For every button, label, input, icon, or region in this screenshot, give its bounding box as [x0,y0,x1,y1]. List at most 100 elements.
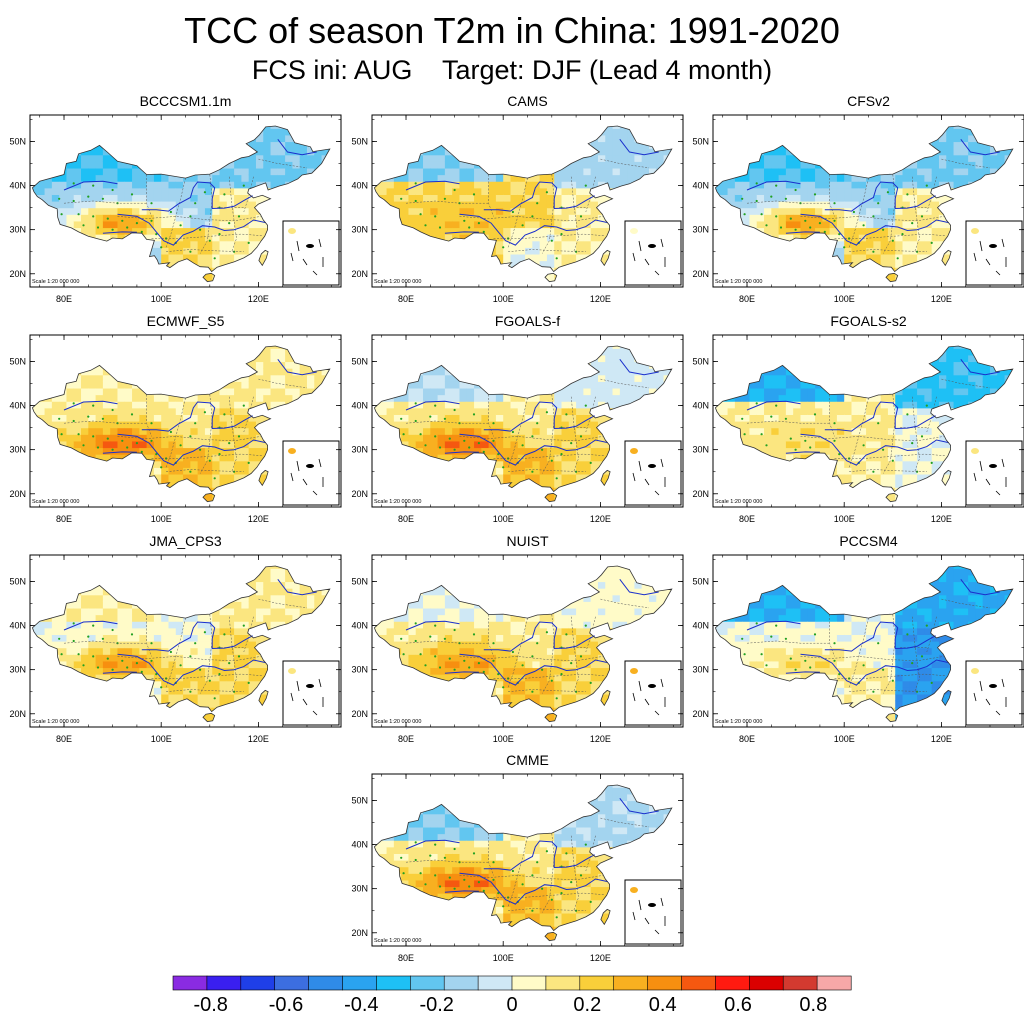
field-cell [430,374,439,382]
field-cell [408,434,417,442]
field-cell [931,141,940,149]
field-cell [561,273,570,281]
field-cell [393,148,402,156]
field-cell [292,207,301,215]
field-cell [197,126,206,129]
field-cell [183,207,191,215]
field-cell [459,227,468,235]
field-cell [1004,167,1013,176]
field-cell [734,187,743,195]
province-boundary [199,174,213,254]
field-cell [306,348,315,356]
field-cell [234,460,242,468]
field-cell [815,167,823,176]
field-cell [568,194,577,202]
field-cell [880,260,889,268]
field-cell [204,434,213,442]
significance-dot [882,228,885,231]
field-cell [785,227,794,235]
field-cell [546,181,555,189]
field-cell [510,227,519,235]
field-cell [510,187,519,195]
significance-dot [135,222,138,225]
field-cell [778,234,787,242]
field-cell [153,267,162,275]
field-cell [168,348,177,356]
field-cell [299,128,308,136]
field-cell [474,220,482,229]
field-cell [597,134,606,143]
field-cell [1019,161,1024,168]
field-cell [102,126,111,129]
field-cell [51,473,60,482]
field-cell [255,374,264,382]
field-cell [423,240,431,248]
field-cell [627,126,636,129]
field-cell [226,273,235,281]
field-cell [917,227,925,235]
field-cell [285,354,294,363]
field-cell [997,207,1006,215]
field-cell [656,207,665,215]
field-cell [139,487,148,495]
field-cell [749,220,758,229]
field-cell [88,187,97,195]
field-cell [175,194,184,202]
field-cell [219,201,228,209]
field-cell [270,141,279,149]
field-cell [299,154,308,162]
field-cell [554,128,563,136]
field-cell [408,126,417,129]
field-cell [474,187,482,195]
field-cell [175,187,184,195]
field-cell [321,134,330,143]
significance-dot [203,411,206,414]
field-cell [742,187,751,195]
field-cell [241,354,250,363]
field-cell [226,387,235,396]
field-cell [459,174,468,182]
field-cell [241,348,250,356]
field-cell [263,401,272,409]
field-cell [168,387,177,396]
field-cell [393,401,402,409]
field-cell [474,267,482,275]
field-cell [51,247,60,255]
field-cell [328,187,330,195]
field-cell [102,141,111,149]
field-cell [234,467,242,475]
field-cell [277,167,286,176]
field-cell [117,454,126,462]
field-cell [975,167,984,176]
field-cell [444,201,453,209]
field-cell [374,126,380,129]
field-cell [393,354,402,363]
field-cell [73,381,82,389]
field-cell [386,346,395,349]
field-cell [1019,188,1024,195]
field-cell [204,348,213,356]
field-cell [1019,175,1024,182]
field-cell [212,480,221,488]
field-cell [459,207,468,215]
field-cell [466,126,475,129]
field-cell [161,460,170,468]
field-cell [95,220,104,229]
field-cell [44,460,53,468]
field-cell [829,227,838,235]
field-cell [917,220,925,229]
field-cell [37,454,46,462]
field-cell [37,434,46,442]
field-cell [459,240,468,248]
field-cell [299,161,308,169]
field-cell [415,421,424,429]
field-cell [815,174,823,182]
field-cell [190,361,199,369]
field-cell [234,273,242,281]
field-cell [917,201,925,209]
significance-dot [92,184,95,187]
field-cell [292,368,301,376]
field-cell [285,335,293,342]
field-cell [66,440,75,449]
field-cell [815,267,823,275]
